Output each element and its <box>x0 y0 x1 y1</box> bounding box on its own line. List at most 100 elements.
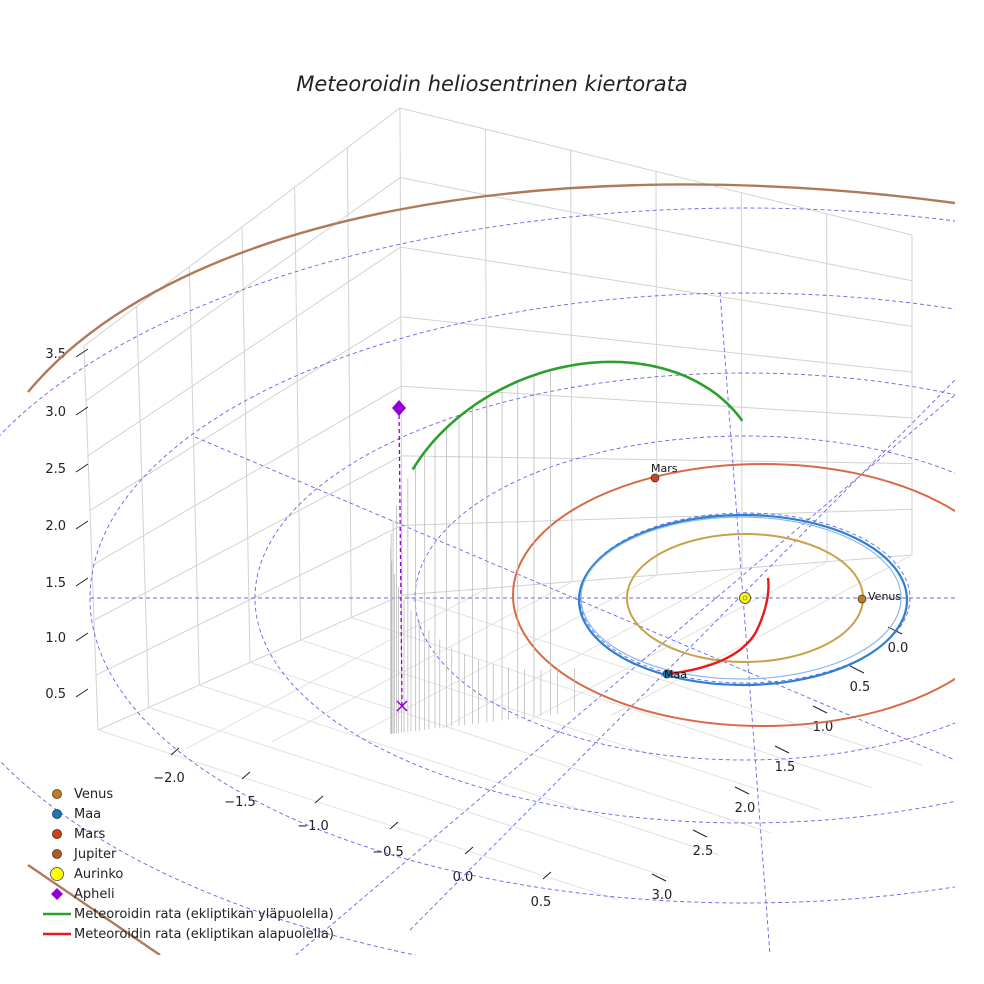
ecliptic-radial <box>409 379 955 931</box>
legend-marker <box>40 804 74 824</box>
legend-item-venus[interactable]: Venus <box>40 784 334 804</box>
x-tick-mark <box>170 747 180 756</box>
legend: Venus Maa Mars Jupiter Aurinko Apheli Me… <box>40 784 334 944</box>
orbit-markers: Venus Maa Mars <box>392 400 901 712</box>
legend-item-mars[interactable]: Mars <box>40 824 334 844</box>
ecliptic-ring <box>414 435 955 761</box>
z-tick-mark <box>75 520 89 530</box>
y-tick-mark <box>692 829 708 838</box>
z-tick-mark <box>75 688 89 698</box>
axis-grid <box>83 107 923 901</box>
planet-label: Venus <box>868 590 901 603</box>
z-tick-mark <box>75 463 89 473</box>
meteor-orbit-below <box>667 577 770 676</box>
legend-marker <box>40 784 74 804</box>
legend-label: Mars <box>74 826 106 842</box>
grid-line <box>346 147 352 618</box>
grid-line <box>97 729 619 901</box>
z-tick-label: 2.5 <box>45 462 66 477</box>
z-tick-label: 1.0 <box>45 631 66 646</box>
grid-line <box>294 187 302 641</box>
venus-marker <box>857 594 867 604</box>
orbit-maa-inner <box>580 516 902 680</box>
x-tick-label: −1.5 <box>224 795 256 810</box>
maa-marker <box>662 669 672 679</box>
x-tick-mark <box>542 871 552 880</box>
planet-label: Mars <box>651 462 678 475</box>
y-tick-label: 3.0 <box>652 888 673 903</box>
aphelion-dropline <box>398 407 403 707</box>
legend-marker <box>40 864 74 884</box>
grid-line <box>401 594 923 766</box>
legend-item-aurinko[interactable]: Aurinko <box>40 864 334 884</box>
grid-line <box>95 508 913 676</box>
grid-line <box>526 561 828 723</box>
legend-marker <box>40 884 74 904</box>
grid-line <box>186 587 488 749</box>
ecliptic-radial <box>719 291 771 955</box>
y-tick-label: 2.5 <box>693 844 714 859</box>
sun-marker-core <box>742 595 748 601</box>
meteor-orbit-above <box>411 360 744 471</box>
ecliptic-ring <box>89 292 955 904</box>
z-tick-mark <box>75 348 89 358</box>
orbit-jupiter <box>27 864 161 955</box>
legend-label: Jupiter <box>74 846 117 862</box>
mars-marker <box>650 473 660 483</box>
orbit-mars <box>512 463 955 727</box>
x-tick-label: −0.5 <box>372 845 404 860</box>
legend-label: Apheli <box>74 886 115 902</box>
grid-line <box>249 662 771 833</box>
grid-line <box>740 192 743 569</box>
grid-line <box>148 707 669 878</box>
grid-line <box>83 345 99 731</box>
z-tick-label: 1.5 <box>45 576 66 591</box>
grid-line <box>611 554 913 716</box>
sun-marker <box>739 592 751 604</box>
y-tick-mark <box>774 745 790 754</box>
x-tick-label: −2.0 <box>153 771 185 786</box>
x-tick-label: 0.5 <box>531 895 552 910</box>
grid-line <box>136 306 150 708</box>
grid-line <box>271 581 573 743</box>
legend-marker <box>40 904 74 924</box>
aphelion-projection <box>396 700 408 712</box>
meteoroid-orbit <box>390 360 770 734</box>
chart-title: Meteoroidin heliosentrinen kiertorata <box>296 72 688 96</box>
y-tick-label: 0.0 <box>888 641 909 656</box>
grid-line <box>87 246 913 457</box>
grid-line <box>199 684 720 856</box>
legend-item-apheli[interactable]: Apheli <box>40 884 334 904</box>
legend-item-maa[interactable]: Maa <box>40 804 334 824</box>
legend-marker <box>40 924 74 944</box>
legend-label: Maa <box>74 806 102 822</box>
grid-line <box>300 639 821 811</box>
legend-item-meteor-below[interactable]: Meteoroidin rata (ekliptikan alapuolella… <box>40 924 334 944</box>
legend-label: Meteoroidin rata (ekliptikan alapuolella… <box>74 926 334 942</box>
ecliptic-ring <box>0 207 955 955</box>
grid-line <box>91 385 913 566</box>
legend-label: Aurinko <box>74 866 124 882</box>
grid-line <box>93 455 913 621</box>
axis-ticks: 3.53.02.52.01.51.00.5−2.0−1.5−1.0−0.50.0… <box>45 347 908 910</box>
ecliptic-radial <box>194 436 955 761</box>
z-tick-mark <box>75 632 89 642</box>
x-tick-mark <box>314 795 324 804</box>
grid-line <box>89 316 913 511</box>
z-tick-mark <box>75 577 89 587</box>
z-tick-label: 3.0 <box>45 405 66 420</box>
grid-line <box>655 171 658 576</box>
grid-line <box>241 226 251 663</box>
legend-item-jupiter[interactable]: Jupiter <box>40 844 334 864</box>
grid-line <box>188 266 200 686</box>
ecliptic-radial <box>295 394 955 955</box>
grid-line <box>83 107 913 347</box>
z-tick-mark <box>75 406 89 416</box>
orbit-maa <box>577 513 909 687</box>
legend-item-meteor-above[interactable]: Meteoroidin rata (ekliptikan yläpuolella… <box>40 904 334 924</box>
aphelion-marker <box>392 400 406 416</box>
x-tick-mark <box>464 846 474 855</box>
legend-label: Venus <box>74 786 114 802</box>
grid-line <box>356 574 658 736</box>
